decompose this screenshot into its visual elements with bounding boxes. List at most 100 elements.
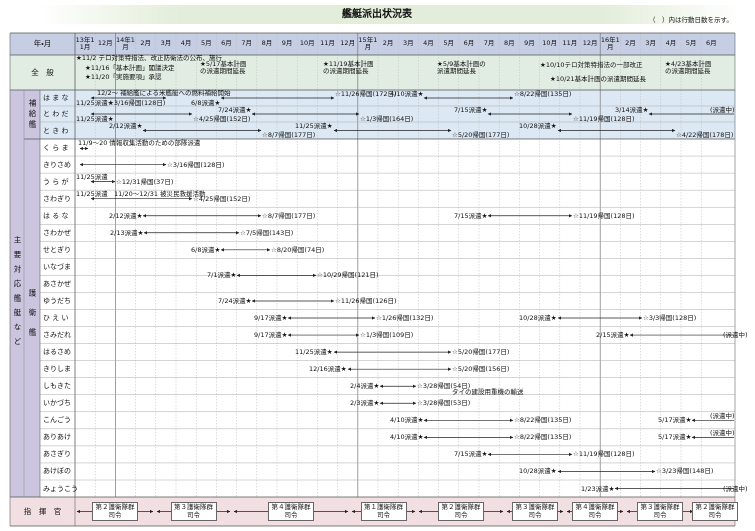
return-label: ☆1/3帰国(109日) — [360, 331, 414, 340]
return-label: ☆11/26帰国(172日) — [335, 89, 397, 98]
month-label: 7月 — [241, 39, 252, 48]
return-label: ☆10/29帰国(121日) — [317, 271, 379, 280]
dispatch-label: 5/17派遣★ — [658, 433, 692, 442]
ship-name: と わ だ — [43, 110, 69, 118]
ship-name: う ら が — [43, 177, 69, 186]
commander-name: 第２護衛隊群司令 — [692, 502, 738, 521]
dispatch-label: 6/8派遣★ — [191, 245, 221, 254]
return-label: ☆8/22帰国(135日) — [514, 433, 572, 442]
return-label: ☆11/19帰国(128日) — [573, 211, 635, 220]
general-event: ★5/17基本計画の派遣期間延長 — [200, 59, 247, 76]
ship-note: 12/2～ 補給艦による米艦艇への燃料補給開始 — [97, 89, 231, 97]
ship-name: はるさめ — [43, 348, 71, 357]
ship-name: ひ え い — [43, 314, 69, 323]
page-note: （ ）内は行動日数を示す。 — [649, 16, 733, 24]
return-label: ☆1/3帰国(164日) — [360, 114, 414, 123]
ship-name: は る な — [43, 211, 69, 220]
dispatch-label: 2/13派遣★ — [110, 228, 144, 237]
month-label: 14年1月 — [116, 35, 135, 51]
month-label: 9月 — [524, 39, 535, 48]
ship-name: せとぎり — [43, 245, 71, 254]
month-label: 9月 — [281, 39, 293, 48]
return-label: ☆3/28帰国(53日) — [417, 399, 471, 408]
general-label: 全 般 — [31, 67, 54, 77]
commander-name: 第２護衛隊群司令 — [92, 502, 138, 521]
dispatch-label: 11/25派遣★ — [295, 348, 333, 357]
return-label: ☆8/7帰国(177日) — [262, 211, 316, 220]
ship-name: さわぎり — [43, 194, 71, 203]
ship-name: あけぼの — [43, 467, 71, 476]
return-label: ☆3/28帰国(54日) — [417, 382, 471, 391]
group-label: 護衛艦 — [28, 288, 37, 348]
general-event: ★4/23基本計画の派遣期間延長 — [665, 59, 712, 76]
month-label: 2月 — [140, 39, 151, 48]
general-event: ★10/21基本計画の派遣期間延長 — [550, 75, 647, 83]
return-label: (派遣中) — [710, 411, 735, 420]
dispatch-label: 7/1派遣★ — [207, 271, 237, 280]
return-label: ☆4/25帰国(152日) — [193, 194, 251, 203]
dispatch-label: 10/28派遣★ — [519, 314, 557, 323]
month-label: 5月 — [685, 39, 697, 48]
return-label: ☆7/5帰国(143日) — [240, 228, 294, 237]
general-event: ★11/16「基本計画」閣議決定 — [85, 63, 175, 72]
dispatch-label: 2/4派遣★ — [350, 382, 380, 391]
general-event: ★11/19基本計画の派遣期間延長 — [323, 59, 374, 76]
ship-name: きりしま — [43, 365, 71, 374]
month-label: 2月 — [625, 39, 636, 48]
dispatch-label: 12/16派遣★ — [309, 365, 347, 374]
return-label: ☆4/25帰国(152日) — [193, 114, 251, 123]
month-label: 16年1月 — [600, 35, 620, 51]
dispatch-label: 11/25派遣★ — [295, 122, 333, 130]
commander-name: 第３護衛隊群司令 — [170, 502, 217, 521]
ship-note: 11/9～20 情報収集活動のための部隊派遣 — [78, 138, 201, 147]
ship-name: こんごう — [43, 416, 71, 425]
ship-name: と き わ — [43, 126, 69, 135]
return-label: ☆8/7帰国(177日) — [262, 131, 316, 139]
month-label: 4月 — [665, 39, 677, 48]
commander-name: 第１護衛隊群司令 — [360, 502, 407, 521]
month-label: 12月 — [340, 39, 356, 48]
ship-name: きりさめ — [43, 160, 71, 169]
commander-name: 第２護衛隊群司令 — [438, 502, 484, 521]
dispatch-label: 2/12派遣★ — [109, 122, 143, 130]
ship-name: ゆうだち — [43, 296, 71, 305]
dispatch-label: 11/25派遣 — [76, 190, 108, 199]
return-label: ☆5/20帰国(177日) — [452, 131, 510, 139]
dispatch-label: 3/14派遣★ — [615, 105, 649, 114]
commander-label: 指 揮 官 — [23, 506, 62, 516]
general-event: ★11/2 テロ対策特措法、改正防衛法の公布、施行 — [76, 54, 222, 62]
dispatch-label: 7/15派遣★ — [454, 105, 488, 114]
month-label: 6月 — [463, 39, 475, 48]
return-label: (派遣中) — [723, 331, 748, 340]
month-label: 6月 — [705, 39, 717, 48]
ship-name: く ら ま — [43, 143, 69, 152]
return-label: (派遣中) — [710, 428, 735, 437]
dispatch-label: 6/8派遣★ — [191, 98, 221, 107]
dispatch-label: 11/25派遣★ — [76, 114, 114, 123]
month-label: 15年1月 — [358, 35, 378, 51]
return-label: ☆4/22帰国(178日) — [676, 131, 734, 139]
dispatch-label: 7/15派遣★ — [454, 450, 488, 459]
month-label: 2月 — [382, 39, 394, 48]
return-label: ☆3/23帰国(148日) — [656, 467, 714, 476]
ship-note: タイの建設用重機の輸送 — [452, 388, 524, 397]
dispatch-label: 4/10派遣★ — [390, 416, 424, 425]
return-label: ☆12/31帰国(37日) — [116, 177, 174, 186]
month-label: 13年11月 — [75, 35, 95, 51]
dispatch-label: 11/25派遣★ — [76, 98, 114, 107]
month-label: 3月 — [645, 39, 656, 48]
dispatch-label: 10/28派遣★ — [519, 467, 557, 476]
ship-name: あさかぜ — [43, 279, 71, 288]
month-label: 3月 — [160, 39, 172, 48]
ship-note: 11/20～12/31 被災民救援活動 — [114, 189, 206, 198]
header-bg — [10, 33, 735, 55]
general-event: ★10/10テロ対策特措法の一部改正 — [540, 61, 643, 69]
month-label: 11月 — [320, 39, 335, 48]
dispatch-label: 2/12派遣★ — [109, 211, 143, 220]
dispatch-label: 2/3派遣★ — [350, 399, 380, 408]
return-label: ☆3/3帰国(128日) — [643, 314, 697, 323]
return-label: (派遣中) — [723, 484, 748, 493]
return-label: ☆8/22帰国(135日) — [514, 89, 572, 98]
return-label: (派遣中) — [710, 105, 735, 114]
month-label: 10月 — [299, 39, 315, 48]
